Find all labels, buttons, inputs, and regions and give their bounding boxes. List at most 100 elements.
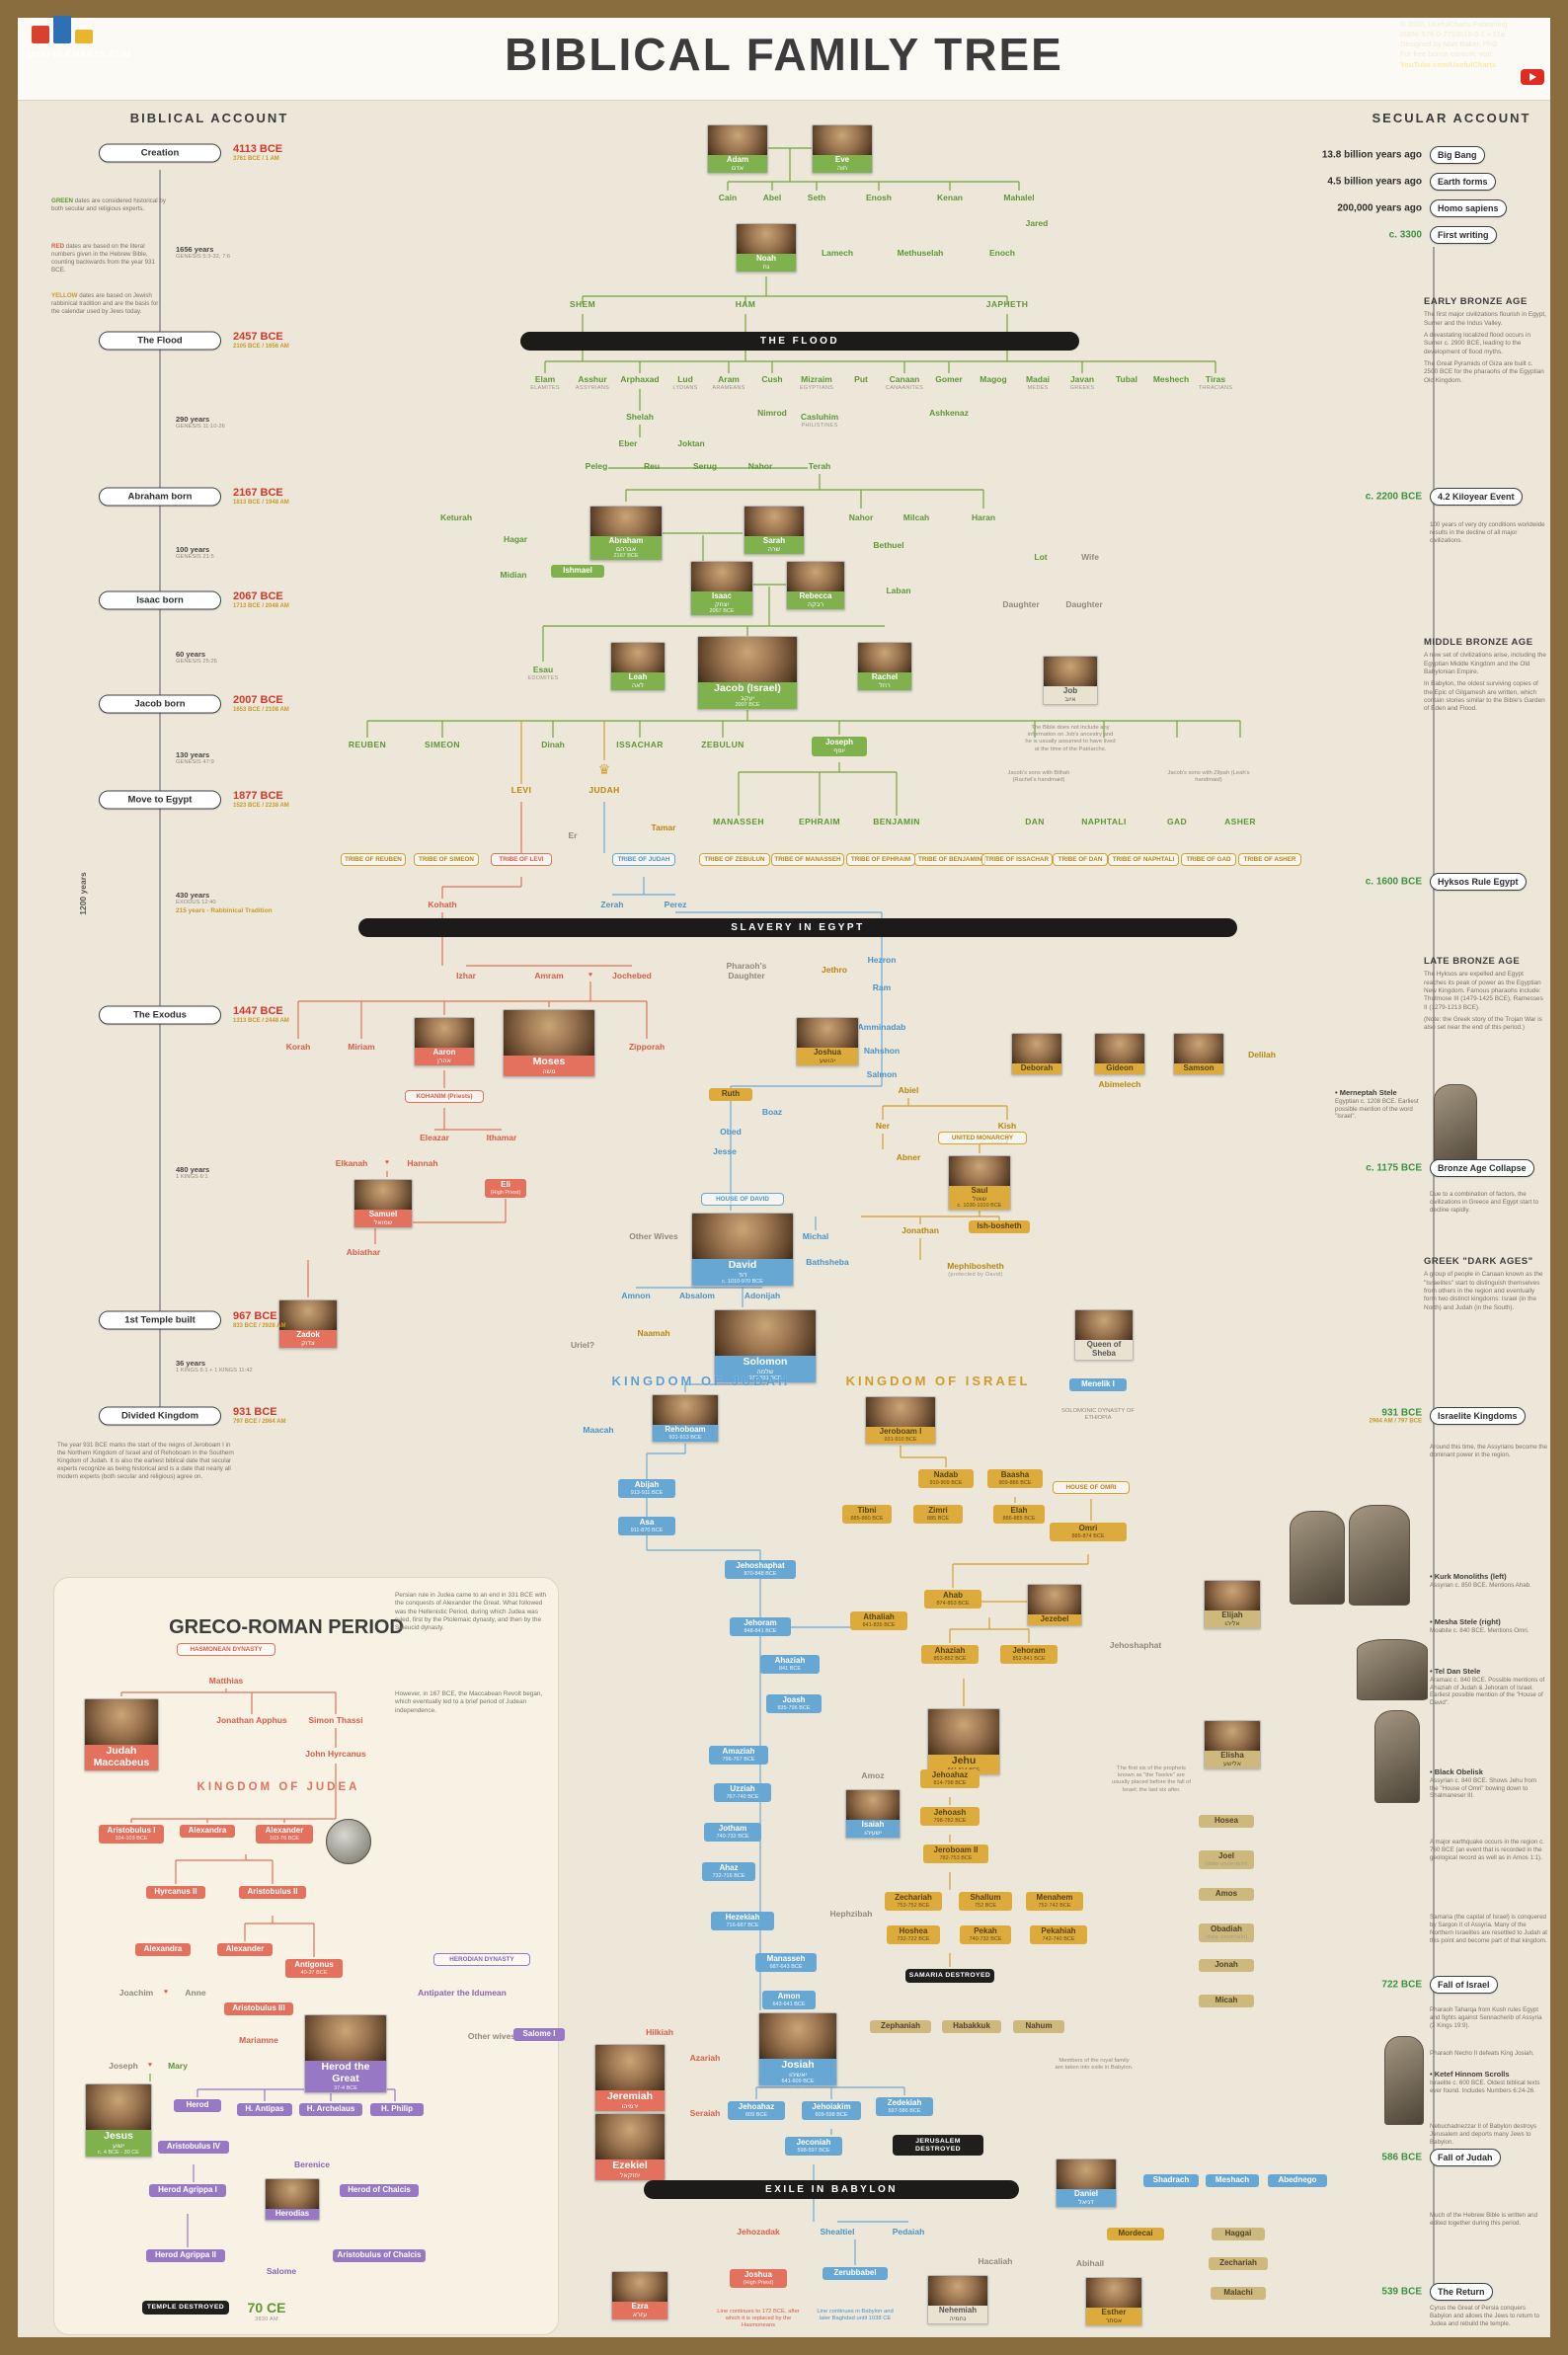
node-adonijah: Adonijah (744, 1291, 781, 1300)
node-alexander: Alexander 103-76 BCE (256, 1825, 313, 1845)
node-bethuel: Bethuel (873, 540, 904, 550)
joshua-portrait (797, 1018, 858, 1048)
youtube-play-icon[interactable] (1521, 69, 1544, 85)
jeroboam-i-portrait (866, 1397, 935, 1427)
date-creation: 4113 BCE 3761 BCE / 1 AM (233, 143, 283, 162)
node-salmon: Salmon (866, 1069, 898, 1079)
node-kenan: Kenan (937, 193, 963, 202)
node-ishmael: Ishmael (551, 565, 604, 578)
node-zechariah: Zechariah (1209, 2257, 1268, 2270)
node-temple-destroyed: TEMPLE DESTROYED (142, 2301, 229, 2315)
node-meshach: Meshach (1206, 2174, 1259, 2187)
node-mary: Mary (168, 2061, 188, 2071)
node-tribe-of-judah: TRIBE OF JUDAH (612, 853, 675, 867)
node-isaac: Isaac יצחק 2067 BCE (690, 561, 753, 617)
node-kohath: Kohath (428, 900, 457, 909)
node-nehemiah: Nehemiah נחמיה (927, 2275, 988, 2325)
timeline-event-the-exodus: The Exodus (99, 1005, 221, 1025)
leah-portrait (611, 643, 665, 672)
node-tribe-of-benjamin: TRIBE OF BENJAMIN (914, 853, 985, 867)
node-menahem: Menahem 752-742 BCE (1026, 1892, 1083, 1912)
date-isaac-born: 2067 BCE 1713 BCE / 2048 AM (233, 590, 289, 609)
node-tribe-of-naphtali: TRIBE OF NAPHTALI (1108, 853, 1179, 867)
interval-36-years: 36 years 1 KINGS 6:1 + 1 KINGS 11:42 (176, 1359, 253, 1374)
node-abiel: Abiel (898, 1085, 919, 1095)
node-mordecai: Mordecai (1107, 2228, 1164, 2240)
node-noah: Noah נח (736, 223, 797, 274)
node-nadab: Nadab 910-909 BCE (918, 1469, 974, 1489)
node-antigonus: Antigonus 40-37 BCE (285, 1959, 343, 1979)
node-jeremiah: Jeremiah ירמיהו (594, 2044, 666, 2113)
logo-site-label[interactable]: USEFULCHARTS.COM (28, 49, 131, 59)
node-joshua: Joshua (High Priest) (730, 2269, 787, 2289)
banner-the-flood: THE FLOOD (520, 332, 1079, 351)
node-daughter: Daughter (1002, 599, 1040, 609)
artifact-kurk-monoliths-left: • Kurk Monoliths (left) Assyrian c. 850 B… (1430, 1572, 1531, 1589)
node-perez: Perez (664, 900, 687, 909)
banner-slavery-in-egypt: SLAVERY IN EGYPT (358, 918, 1237, 937)
node-hoshea: Hoshea 732-722 BCE (887, 1925, 940, 1945)
node-abner: Abner (896, 1152, 921, 1162)
node-madai: Madai MEDES (1025, 374, 1051, 391)
node-absalom: Absalom (679, 1291, 715, 1300)
node-nahum: Nahum (1013, 2020, 1064, 2033)
node-enosh: Enosh (866, 193, 892, 202)
node-amram: Amram (534, 971, 564, 981)
secular-note-5: Samaria (the capital of Israel) is conqu… (1430, 1914, 1548, 1945)
node-aram: Aram ARAMEANS (712, 374, 745, 391)
rebecca-portrait (787, 562, 844, 591)
era-middle-bronze-age: MIDDLE BRONZE AGE A new set of civilizati… (1424, 637, 1546, 713)
node-levi: LEVI (510, 785, 532, 795)
node-jared: Jared (1025, 218, 1049, 228)
node-zipporah: Zipporah (628, 1042, 666, 1052)
node-david: David דוד c. 1010-970 BCE (691, 1213, 794, 1288)
node-asher: ASHER (1224, 817, 1256, 826)
aaron-portrait (415, 1018, 474, 1048)
node-azariah: Azariah (689, 2053, 721, 2063)
node-jehoahaz: Jehoahaz 609 BCE (728, 2101, 785, 2121)
secular-note-9: Much of the Hebrew Bible is written and … (1430, 2212, 1538, 2228)
node-dan: DAN (1025, 817, 1045, 826)
node-judah-maccabeus: Judah Maccabeus (84, 1698, 159, 1771)
ezekiel-portrait (595, 2114, 665, 2159)
artifact-tel-dan-stele: • Tel Dan Stele Aramaic c. 840 BCE. Possi… (1430, 1667, 1545, 1706)
node-salome-i: Salome I (513, 2028, 565, 2041)
node-john-hyrcanus: John Hyrcanus (305, 1749, 366, 1759)
hasmonean-coin-image (326, 1819, 371, 1864)
node-matthias: Matthias (208, 1676, 244, 1686)
queen-of-sheba-portrait (1075, 1310, 1133, 1340)
node-ram: Ram (872, 982, 892, 992)
node-jehozadak: Jehozadak (737, 2227, 780, 2237)
node-menelik-i: Menelik I (1069, 1378, 1127, 1391)
node-daughter: Daughter (1065, 599, 1103, 609)
node-jehoram: Jehoram 852-841 BCE (1000, 1645, 1058, 1665)
node-ner: Ner (875, 1121, 891, 1131)
youtube-link[interactable]: YouTube.com/UsefulCharts (1400, 59, 1497, 69)
samuel-portrait (354, 1180, 412, 1210)
node-solomon: Solomon שלמה 970-931 BCE (714, 1309, 817, 1384)
node-habakkuk: Habakkuk (942, 2020, 1001, 2033)
node-hephzibah: Hephzibah (829, 1909, 873, 1919)
job-portrait (1044, 657, 1097, 686)
node-abednego: Abednego (1268, 2174, 1327, 2187)
node-abihail: Abihail (1075, 2258, 1105, 2268)
node-rebecca: Rebecca רבקה (786, 561, 845, 611)
node-herod-agrippa-ii: Herod Agrippa II (146, 2249, 225, 2262)
designer-line: Designed by Matt Baker, PhD (1400, 39, 1498, 49)
black-obelisk-image (1374, 1710, 1420, 1803)
node-josiah: Josiah יאשיהו 641-609 BCE (758, 2012, 837, 2087)
node-uriel: Uriel? (570, 1340, 595, 1350)
node-magog: Magog (980, 374, 1007, 384)
isaac-portrait (691, 562, 752, 591)
node-line-continues-to-172-bce-after-which-it-is-replaced-by-the-hasmoneans: Line continues to 172 BCE, after which i… (717, 2309, 800, 2329)
node-jochebed: Jochebed (612, 971, 652, 981)
marriage-heart-icon: ♥ (147, 2062, 153, 2069)
node-hacaliah: Hacaliah (978, 2256, 1013, 2266)
node-zerah: Zerah (600, 900, 624, 909)
elijah-portrait (1205, 1581, 1260, 1610)
nehemiah-portrait (928, 2276, 987, 2306)
node-lot: Lot (1034, 552, 1048, 562)
node-herod: Herod (174, 2099, 221, 2112)
moses-portrait (504, 1010, 594, 1056)
node-aaron: Aaron אהרן (414, 1017, 475, 1067)
